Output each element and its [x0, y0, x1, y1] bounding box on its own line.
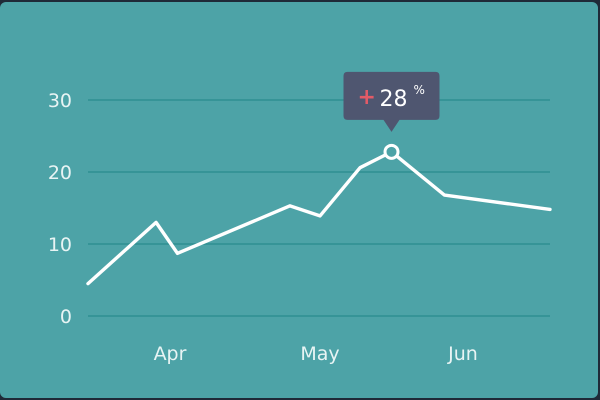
tooltip-unit: % — [414, 83, 425, 97]
y-axis: 0 10 20 30 — [48, 90, 72, 328]
x-tick-label: Apr — [154, 343, 187, 365]
y-tick-label: 30 — [48, 90, 72, 112]
x-tick-label: May — [300, 343, 339, 365]
y-tick-label: 0 — [60, 306, 72, 328]
grid-lines — [88, 99, 550, 317]
tooltip-value: 28 — [380, 87, 408, 112]
series-layer — [86, 143, 552, 286]
y-tick-label: 20 — [48, 162, 72, 184]
series-line — [86, 150, 552, 286]
x-axis: Apr May Jun — [154, 343, 478, 365]
tooltip-background — [343, 71, 440, 132]
x-tick-label: Jun — [447, 343, 478, 365]
highlight-point — [383, 143, 400, 160]
y-tick-label: 10 — [48, 234, 72, 256]
tooltip: + 28 % — [343, 71, 440, 132]
tooltip-sign: + — [358, 85, 376, 110]
